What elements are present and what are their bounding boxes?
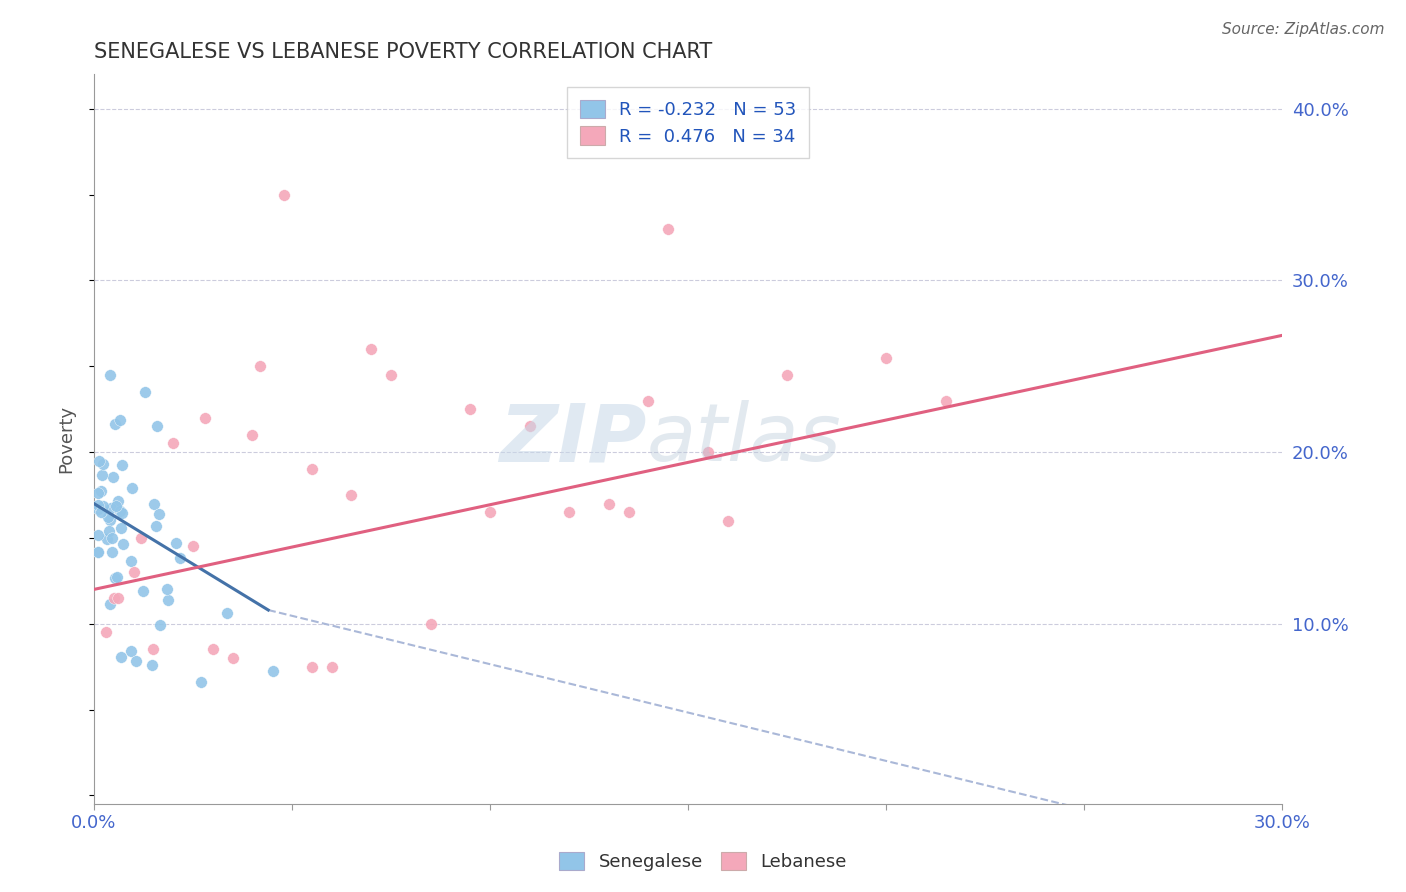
- Point: [262, 664, 284, 678]
- Point: [105, 570, 128, 584]
- Point: [142, 498, 165, 512]
- Point: [89, 453, 111, 467]
- Point: [240, 428, 263, 442]
- Text: atlas: atlas: [647, 401, 841, 478]
- Point: [875, 351, 897, 365]
- Point: [458, 402, 481, 417]
- Point: [598, 497, 620, 511]
- Point: [107, 493, 129, 508]
- Point: [190, 674, 212, 689]
- Point: [110, 649, 132, 664]
- Point: [103, 591, 125, 605]
- Point: [87, 545, 110, 559]
- Point: [617, 505, 640, 519]
- Point: [122, 566, 145, 580]
- Point: [107, 591, 129, 605]
- Point: [132, 583, 155, 598]
- Point: [273, 187, 295, 202]
- Point: [98, 524, 121, 538]
- Point: [96, 532, 118, 546]
- Point: [776, 368, 799, 382]
- Point: [111, 537, 134, 551]
- Point: [301, 659, 323, 673]
- Point: [100, 513, 122, 527]
- Point: [101, 470, 124, 484]
- Point: [162, 436, 184, 450]
- Point: [90, 484, 112, 499]
- Point: [479, 505, 502, 519]
- Point: [360, 342, 382, 356]
- Point: [111, 458, 134, 472]
- Point: [419, 616, 441, 631]
- Point: [111, 506, 134, 520]
- Point: [98, 597, 121, 611]
- Point: [201, 642, 224, 657]
- Point: [120, 644, 142, 658]
- Point: [181, 540, 204, 554]
- Point: [194, 410, 217, 425]
- Point: [87, 545, 110, 559]
- Legend: R = -0.232   N = 53, R =  0.476   N = 34: R = -0.232 N = 53, R = 0.476 N = 34: [567, 87, 810, 158]
- Point: [104, 571, 127, 585]
- Point: [935, 393, 957, 408]
- Y-axis label: Poverty: Poverty: [58, 405, 75, 474]
- Point: [148, 507, 170, 521]
- Point: [221, 651, 243, 665]
- Point: [91, 457, 114, 471]
- Point: [519, 419, 541, 434]
- Point: [87, 502, 110, 516]
- Point: [146, 419, 169, 434]
- Point: [98, 368, 121, 382]
- Point: [104, 417, 127, 431]
- Point: [717, 514, 740, 528]
- Point: [91, 499, 114, 513]
- Point: [104, 499, 127, 513]
- Point: [87, 527, 110, 541]
- Point: [134, 384, 156, 399]
- Point: [125, 654, 148, 668]
- Point: [89, 505, 111, 519]
- Point: [141, 657, 163, 672]
- Point: [97, 510, 120, 524]
- Point: [120, 554, 142, 568]
- Point: [321, 659, 343, 673]
- Point: [100, 501, 122, 516]
- Point: [131, 531, 153, 545]
- Point: [169, 551, 191, 566]
- Point: [87, 498, 110, 512]
- Point: [696, 445, 718, 459]
- Point: [94, 625, 117, 640]
- Point: [249, 359, 271, 374]
- Point: [108, 504, 131, 518]
- Text: SENEGALESE VS LEBANESE POVERTY CORRELATION CHART: SENEGALESE VS LEBANESE POVERTY CORRELATI…: [94, 42, 713, 62]
- Point: [165, 535, 187, 549]
- Legend: Senegalese, Lebanese: Senegalese, Lebanese: [551, 845, 855, 879]
- Point: [110, 521, 132, 535]
- Point: [108, 413, 131, 427]
- Point: [340, 488, 363, 502]
- Point: [156, 593, 179, 607]
- Text: ZIP: ZIP: [499, 401, 647, 478]
- Point: [87, 486, 110, 500]
- Point: [156, 582, 179, 596]
- Point: [301, 462, 323, 476]
- Point: [90, 468, 112, 483]
- Point: [637, 393, 659, 408]
- Text: Source: ZipAtlas.com: Source: ZipAtlas.com: [1222, 22, 1385, 37]
- Point: [145, 519, 167, 533]
- Point: [142, 642, 165, 657]
- Point: [100, 545, 122, 559]
- Point: [100, 531, 122, 545]
- Point: [558, 505, 581, 519]
- Point: [121, 481, 143, 495]
- Point: [217, 606, 239, 620]
- Point: [380, 368, 402, 382]
- Point: [149, 618, 172, 632]
- Point: [657, 222, 679, 236]
